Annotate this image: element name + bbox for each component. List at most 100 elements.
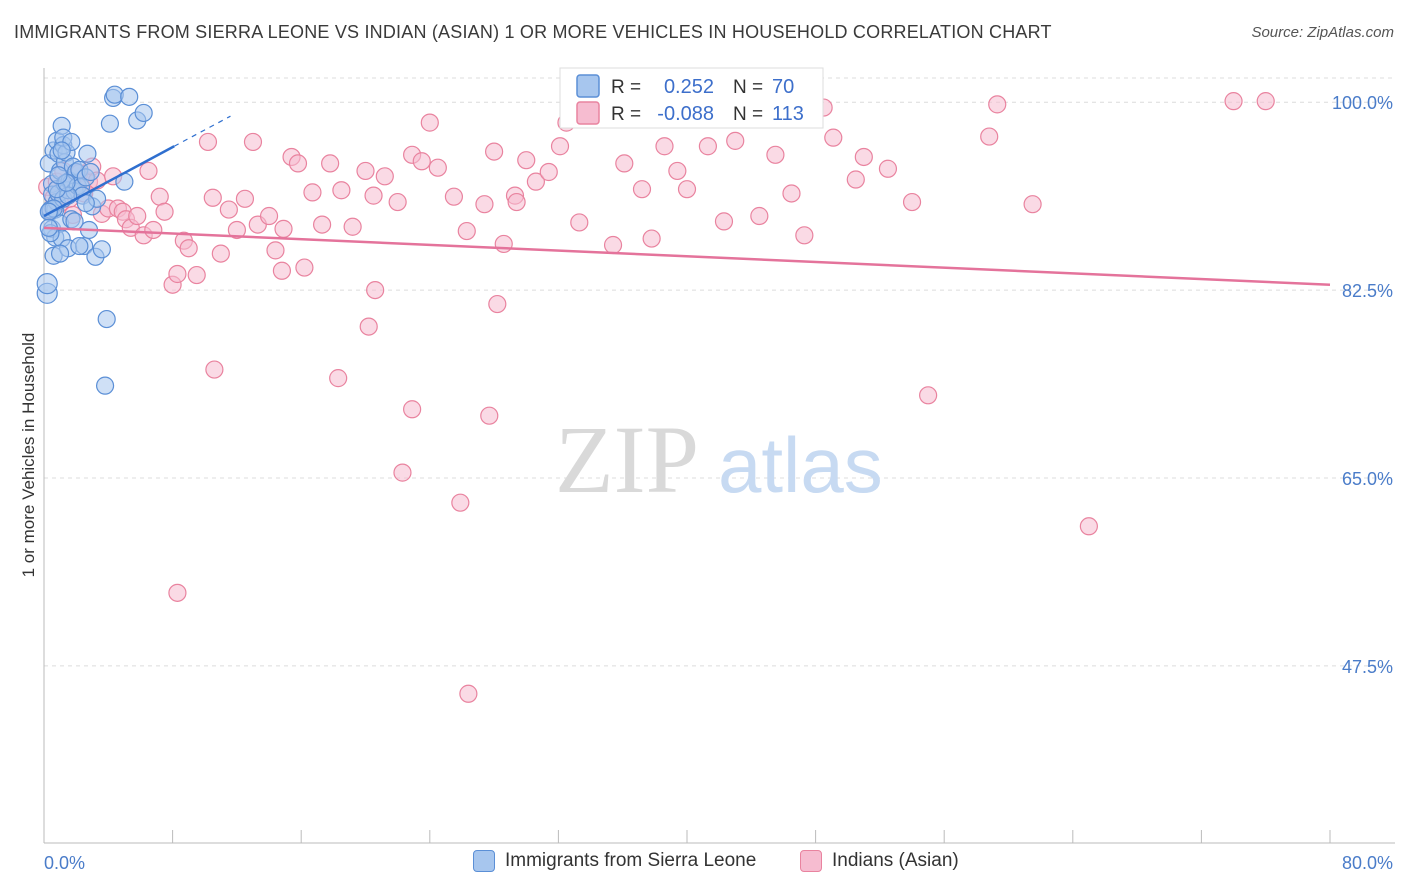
pink-point xyxy=(366,280,385,300)
pink-point xyxy=(603,235,623,255)
pink-point xyxy=(480,406,499,425)
blue-point xyxy=(50,244,70,263)
blue-point xyxy=(49,166,68,185)
pink-point xyxy=(919,386,938,405)
pink-point xyxy=(303,183,322,202)
pink-point xyxy=(902,192,922,212)
pink-point xyxy=(782,184,801,203)
pink-point xyxy=(526,172,545,191)
pink-point xyxy=(615,154,634,173)
legend-box-swatch-blue xyxy=(576,74,600,98)
blue-point xyxy=(36,273,58,295)
pink-point xyxy=(168,583,187,602)
blue-series xyxy=(36,85,153,395)
pink-point xyxy=(507,192,526,212)
pink-point xyxy=(312,215,332,234)
pink-point xyxy=(295,258,314,277)
blue-point xyxy=(134,103,153,123)
pink-point xyxy=(219,200,238,219)
pink-point xyxy=(878,159,898,178)
pink-point xyxy=(459,684,478,703)
legend-swatch-blue xyxy=(473,850,495,872)
pink-point xyxy=(288,154,308,173)
pink-point xyxy=(235,189,255,208)
legend-box-frame xyxy=(559,67,824,129)
legend-item-indians[interactable]: Indians (Asian) xyxy=(800,850,959,872)
pink-point xyxy=(205,360,224,379)
pink-point xyxy=(980,127,999,146)
legend-label-indians: Indians (Asian) xyxy=(832,850,959,871)
legend-r-value-1: 0.252 xyxy=(664,76,714,98)
pink-point xyxy=(259,206,279,226)
pink-point xyxy=(988,95,1007,114)
pink-point xyxy=(329,369,348,388)
pink-point xyxy=(485,142,504,161)
blue-trend-extension xyxy=(173,115,231,147)
pink-point xyxy=(726,131,745,150)
y-tick-label: 82.5% xyxy=(1342,281,1393,301)
pink-point xyxy=(632,180,652,199)
pink-point xyxy=(539,162,558,182)
pink-point xyxy=(846,170,865,189)
blue-point xyxy=(39,202,58,221)
pink-point xyxy=(388,192,407,212)
legend-n-value-2: 113 xyxy=(772,103,804,125)
legend-n-value-1: 70 xyxy=(772,76,794,98)
pink-point xyxy=(655,137,674,156)
pink-point xyxy=(272,261,292,280)
pink-point xyxy=(677,180,697,199)
blue-point xyxy=(70,236,89,256)
pink-point xyxy=(266,241,285,260)
watermark: ZIP atlas xyxy=(555,406,883,513)
pink-point xyxy=(642,229,661,248)
pink-trend-line xyxy=(43,226,1331,286)
pink-point xyxy=(1224,92,1243,111)
legend-n-label-1: N = xyxy=(733,77,763,98)
pink-point xyxy=(550,137,570,156)
pink-point xyxy=(321,154,340,173)
source-label: Source: ZipAtlas.com xyxy=(1251,24,1394,41)
pink-point xyxy=(668,161,687,181)
pink-point xyxy=(198,132,218,152)
pink-point xyxy=(444,187,464,206)
watermark-zip: ZIP xyxy=(555,406,699,513)
grid-lines xyxy=(44,77,1395,667)
legend-item-sierra-leone[interactable]: Immigrants from Sierra Leone xyxy=(473,850,756,872)
pink-point xyxy=(211,244,230,263)
pink-point xyxy=(457,221,476,241)
pink-point xyxy=(155,202,174,221)
trend-lines xyxy=(43,115,1331,286)
y-axis-label: 1 or more Vehicles in Household xyxy=(19,333,38,578)
pink-point xyxy=(1023,195,1042,214)
pink-point xyxy=(698,137,717,156)
pink-point xyxy=(356,161,375,181)
pink-series xyxy=(38,92,1275,703)
blue-point xyxy=(100,114,120,133)
y-tick-label: 47.5% xyxy=(1342,657,1393,677)
legend-r-value-2: -0.088 xyxy=(657,103,714,125)
legend-box: R = 0.252 N = 70 R = -0.088 N = 113 xyxy=(559,67,824,129)
pink-point xyxy=(144,220,163,240)
pink-point xyxy=(332,181,351,200)
pink-point xyxy=(375,167,394,186)
pink-point xyxy=(179,239,198,258)
pink-point xyxy=(750,206,769,226)
blue-point xyxy=(120,87,139,106)
pink-point xyxy=(494,234,513,254)
pink-point xyxy=(227,220,246,240)
pink-point xyxy=(420,113,439,132)
pink-point xyxy=(824,128,843,147)
bottom-legend: Immigrants from Sierra Leone Indians (As… xyxy=(0,850,1406,878)
tick-labels: 47.5% 65.0% 82.5% 100.0% 0.0% 80.0% xyxy=(44,93,1393,873)
pink-point xyxy=(243,132,263,152)
y-tick-label: 100.0% xyxy=(1332,93,1393,113)
pink-point xyxy=(488,294,507,314)
watermark-atlas: atlas xyxy=(718,421,883,509)
pink-point xyxy=(517,151,536,170)
chart-title: IMMIGRANTS FROM SIERRA LEONE VS INDIAN (… xyxy=(14,22,1052,42)
pink-point xyxy=(403,400,422,419)
pink-point xyxy=(451,493,470,512)
blue-point xyxy=(65,212,84,231)
blue-point xyxy=(78,144,97,163)
blue-point xyxy=(97,309,116,329)
